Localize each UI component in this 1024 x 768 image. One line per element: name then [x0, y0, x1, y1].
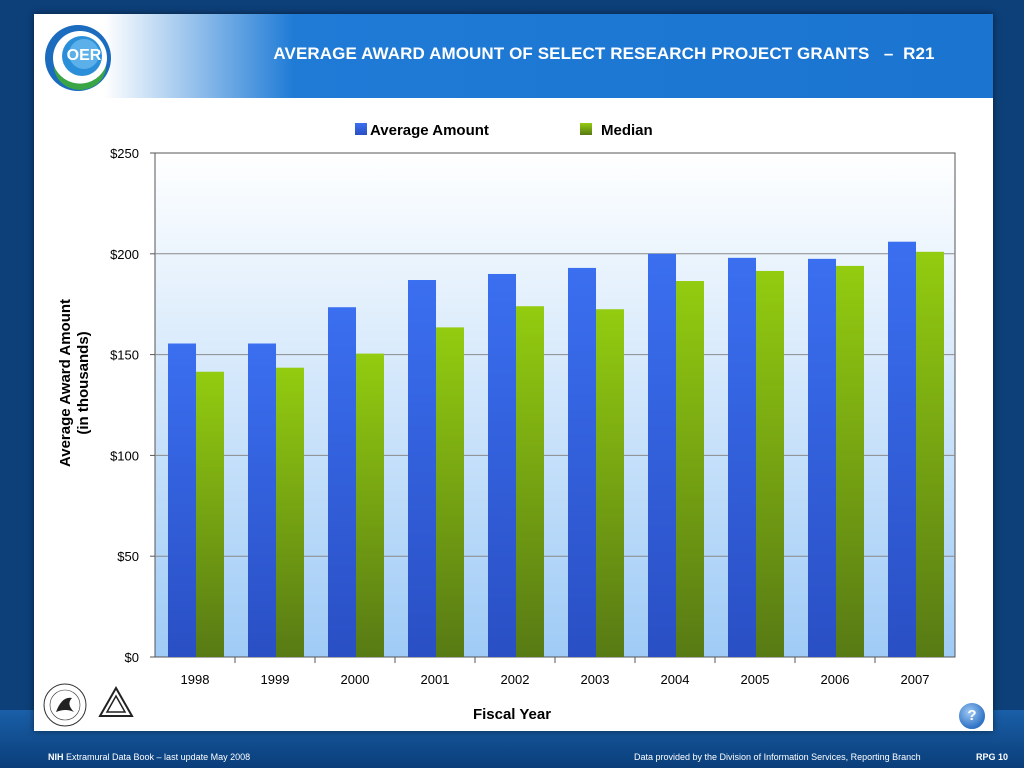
- y-tick-label: $100: [110, 448, 139, 463]
- page-number: RPG 10: [976, 752, 1009, 762]
- oer-logo-icon: OER: [45, 25, 111, 91]
- bar-average: [728, 257, 756, 657]
- y-tick-label: $200: [110, 247, 139, 262]
- legend-swatch-average: [355, 123, 367, 135]
- footer-source: NIH Extramural Data Book – last update M…: [48, 752, 250, 762]
- bar-median: [436, 327, 464, 657]
- y-tick-label: $50: [117, 549, 139, 564]
- help-button[interactable]: ?: [958, 702, 986, 730]
- bar-median: [276, 367, 304, 657]
- footer-source-text: Extramural Data Book – last update May 2…: [66, 752, 251, 762]
- bar-average: [408, 280, 436, 657]
- x-tick-label: 2004: [661, 672, 690, 687]
- bar-median: [356, 353, 384, 657]
- y-axis-label: Average Award Amount(in thousands): [57, 299, 92, 467]
- bar-average: [488, 273, 516, 657]
- footer-provider: Data provided by the Division of Informa…: [634, 752, 921, 762]
- y-tick-label: $0: [125, 650, 139, 665]
- bar-median: [916, 251, 944, 657]
- legend-label-average: Average Amount: [370, 122, 489, 139]
- hhs-seal-icon: [43, 683, 87, 727]
- bar-average: [808, 258, 836, 657]
- x-tick-label: 2000: [341, 672, 370, 687]
- bar-average: [888, 241, 916, 658]
- x-tick-label: 1998: [181, 672, 210, 687]
- x-tick-label: 2002: [501, 672, 530, 687]
- nih-seal-icon: [94, 682, 138, 726]
- x-tick-label: 1999: [261, 672, 290, 687]
- bar-average: [568, 267, 596, 657]
- x-axis-label: Fiscal Year: [473, 706, 551, 723]
- bar-median: [756, 270, 784, 657]
- legend-swatch-median: [580, 123, 592, 135]
- bar-median: [836, 265, 864, 657]
- bar-average: [328, 307, 356, 657]
- y-tick-label: $150: [110, 348, 139, 363]
- legend: Average Amount Median: [355, 122, 653, 139]
- x-tick-label: 2005: [741, 672, 770, 687]
- x-tick-label: 2003: [581, 672, 610, 687]
- bar-average: [648, 253, 676, 658]
- x-tick-label: 2001: [421, 672, 450, 687]
- footer-brand: NIH: [48, 752, 64, 762]
- x-tick-label: 2007: [901, 672, 930, 687]
- page-title: AVERAGE AWARD AMOUNT OF SELECT RESEARCH …: [273, 44, 935, 63]
- bar-median: [596, 309, 624, 657]
- slide-header: OER AVERAGE AWARD AMOUNT OF SELECT RESEA…: [34, 14, 993, 98]
- logo-text: OER: [67, 47, 102, 64]
- x-tick-label: 2006: [821, 672, 850, 687]
- bar-average: [248, 343, 276, 657]
- bar-average: [168, 343, 196, 657]
- bar-median: [196, 371, 224, 657]
- bar-median: [676, 281, 704, 657]
- legend-label-median: Median: [601, 122, 653, 139]
- y-tick-label: $250: [110, 146, 139, 161]
- bar-median: [516, 306, 544, 657]
